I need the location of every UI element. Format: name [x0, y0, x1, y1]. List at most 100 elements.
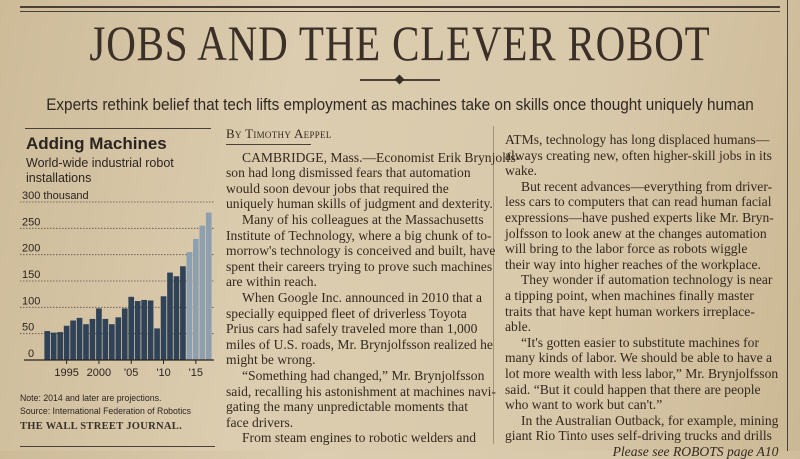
chart-subtitle: World-wide industrial robot installation…: [26, 156, 218, 186]
bar-2012: [173, 276, 180, 360]
article-line: uniquely human skills of judgment and de…: [226, 196, 493, 212]
x-tick-label: '05: [124, 367, 138, 379]
graphic-top-rule: [25, 128, 211, 129]
bar-2015: [193, 238, 199, 360]
bar-2016: [199, 225, 206, 360]
bar-2017: [205, 212, 212, 360]
article-line: able.: [505, 319, 532, 335]
chart-graphic: Adding Machines World-wide industrial ro…: [18, 128, 218, 432]
article-line: “It's gotten easier to substitute machin…: [521, 334, 760, 350]
article-line: specially equipped fleet of driverless T…: [226, 305, 467, 321]
bar-1992: [44, 331, 51, 360]
bar-1996: [70, 320, 76, 360]
article-line: said, recalling his astonishment at mach…: [226, 383, 496, 399]
x-tick-label: '10: [156, 367, 170, 379]
article-line: spent their careers trying to prove such…: [226, 258, 493, 274]
graphic-bottom-rule: [20, 446, 215, 447]
y-tick-label: 250: [22, 216, 40, 228]
article-line: will bring to the labor force as robots …: [505, 241, 748, 257]
byline: By Timothy Aeppel: [226, 126, 332, 141]
bar-2013: [180, 266, 186, 360]
article-line: would soon devour jobs that required the: [226, 180, 449, 196]
article-line: morrow's technology is conceived and bui…: [226, 243, 496, 259]
x-tick-label: 1995: [54, 367, 78, 379]
chart-note: Note: 2014 and later are projections.: [20, 393, 162, 404]
top-rule-thin: [20, 11, 780, 12]
chart-subtitle-line: World-wide industrial robot: [26, 156, 174, 170]
article-line: jolfsson to look anew at the changes aut…: [505, 225, 767, 241]
article-line: gating the many unpredictable moments th…: [226, 399, 468, 415]
article-line: In the Australian Outback, for example, …: [521, 412, 779, 428]
y-tick-label: 50: [22, 322, 34, 334]
wsj-credit: THE WALL STREET JOURNAL.: [20, 421, 183, 432]
article-line: expressions—have pushed experts like Mr.…: [505, 209, 774, 225]
article-line: Many of his colleagues at the Massachuse…: [242, 211, 484, 227]
article-line: Prius cars had safely traveled more than…: [226, 321, 478, 337]
bar-2003: [115, 317, 122, 360]
column-divider: [493, 126, 494, 444]
bar-2001: [102, 318, 109, 360]
chart-source: Source: International Federation of Robo…: [20, 406, 192, 417]
article-line: face drivers.: [226, 414, 294, 430]
y-tick-label: 0: [28, 348, 34, 360]
article-line: their way into higher reaches of the wor…: [505, 256, 761, 272]
article-line: From steam engines to robotic welders an…: [242, 430, 477, 446]
y-tick-label: 150: [22, 269, 40, 281]
bar-2011: [167, 272, 173, 360]
article-column-1: By Timothy Aeppel CAMBRIDGE, Mass.—Econo…: [226, 126, 520, 446]
deck-subheadline: Experts rethink belief that tech lifts e…: [46, 95, 754, 114]
article-line: lot more wealth with less labor,” Mr. Br…: [505, 365, 779, 381]
article-line: are within reach.: [226, 274, 317, 290]
x-tick-label: 2000: [87, 367, 111, 379]
y-tick-label: 200: [22, 243, 40, 255]
article-line: wake.: [505, 163, 538, 179]
bar-1998: [83, 324, 89, 360]
x-tick-label: '15: [189, 367, 203, 379]
article-line: CAMBRIDGE, Mass.—Economist Erik Brynjolf…: [242, 149, 521, 165]
bar-2000: [96, 308, 102, 360]
bar-2009: [154, 328, 160, 360]
article-line: But recent advances—everything from driv…: [521, 178, 773, 194]
bar-2007: [141, 299, 147, 360]
headline: JOBS AND THE CLEVER ROBOT: [89, 15, 711, 71]
bar-2002: [109, 324, 115, 360]
bar-1995: [63, 325, 70, 360]
top-rule: [20, 6, 780, 8]
bar-2005: [128, 296, 135, 360]
byline-rule: [226, 143, 311, 145]
article-line: less cars to computers that can read hum…: [505, 194, 772, 210]
y-tick-label: 300 thousand: [22, 190, 89, 202]
article-line: Institute of Technology, where a big chu…: [226, 227, 492, 243]
article-line: They wonder if automation technology is …: [521, 272, 773, 288]
article-line: said. “But it could happen that there ar…: [505, 381, 761, 397]
article-line: “Something had changed,” Mr. Brynjolfsso…: [242, 367, 485, 383]
jump-line[interactable]: Please see ROBOTS page A10: [612, 443, 779, 459]
article-line: always creating new, often higher-skill …: [505, 147, 772, 163]
bar-chart: 0 50 100 150 200 250 300 thousand 1995 2000 '05 '1…: [20, 190, 214, 379]
chart-subtitle-line: installations: [26, 171, 92, 185]
article-line: giant Rio Tinto uses self-driving trucks…: [505, 428, 772, 444]
y-tick-label: 100: [22, 295, 40, 307]
bar-2010: [160, 296, 167, 360]
article-column-2: ATMs, technology has long displaced huma…: [505, 132, 778, 459]
article-line: When Google Inc. announced in 2010 that …: [242, 289, 483, 305]
headline-ornament: [360, 79, 440, 81]
article-line: miles of U.S. roads, Mr. Brynjolfsson re…: [226, 336, 493, 352]
bar-1999: [89, 318, 96, 360]
chart-title: Adding Machines: [26, 134, 167, 153]
article-line: many kinds of labor. We should be able t…: [505, 350, 773, 366]
bar-1994: [57, 332, 63, 360]
bar-2006: [134, 301, 141, 360]
article-line: might be wrong.: [226, 352, 316, 368]
article-line: a tipping point, when machines finally m…: [505, 287, 754, 303]
article-line: ATMs, technology has long displaced huma…: [505, 132, 770, 147]
bar-2008: [147, 300, 154, 360]
bar-1993: [50, 332, 57, 360]
right-column-rule: [787, 0, 788, 451]
bar-2004: [121, 308, 128, 360]
bar-1997: [76, 317, 83, 360]
article-line: son had long dismissed fears that automa…: [226, 165, 471, 181]
bar-2014: [186, 252, 193, 360]
article-line: traits that have kept human workers irre…: [505, 303, 755, 319]
article-line: who want to work but can't.”: [505, 397, 663, 413]
